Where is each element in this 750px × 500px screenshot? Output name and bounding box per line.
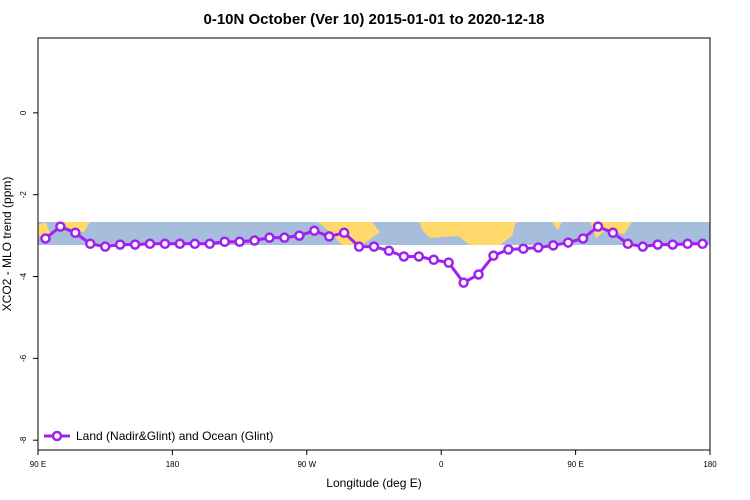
- point: [383, 245, 395, 257]
- y-tick-label: -4: [19, 272, 28, 280]
- point: [204, 238, 215, 250]
- point: [129, 239, 141, 250]
- point: [562, 237, 574, 248]
- point: [85, 238, 96, 250]
- x-tick-label: 90 W: [297, 460, 316, 469]
- point: [622, 238, 634, 250]
- point: [294, 230, 305, 241]
- point: [99, 241, 111, 252]
- x-tick-label: 180: [703, 460, 717, 469]
- x-tick-label: 90 E: [30, 460, 46, 469]
- x-tick-label: 0: [439, 460, 444, 469]
- point: [279, 232, 290, 243]
- y-tick-label: -8: [19, 436, 28, 444]
- point: [114, 239, 126, 250]
- point: [533, 242, 544, 253]
- plot-frame: [37, 37, 711, 451]
- point: [443, 257, 454, 268]
- point: [503, 244, 514, 255]
- point: [234, 236, 245, 247]
- y-tick-label: 0: [19, 110, 28, 115]
- point: [55, 221, 66, 232]
- point: [518, 243, 529, 254]
- point: [458, 277, 469, 288]
- point: [413, 251, 425, 262]
- point: [70, 227, 81, 238]
- y-tick-label: -6: [19, 354, 28, 362]
- point: [189, 238, 201, 250]
- point: [577, 233, 589, 244]
- legend: Land (Nadir&Glint) and Ocean (Glint): [44, 429, 273, 443]
- point: [607, 227, 619, 238]
- point: [40, 233, 51, 244]
- point: [264, 232, 275, 243]
- x-axis-label: Longitude (deg E): [326, 476, 421, 490]
- point: [338, 227, 350, 238]
- y-axis-label: XCO2 - MLO trend (ppm): [0, 177, 14, 312]
- point: [652, 239, 663, 250]
- legend-label: Land (Nadir&Glint) and Ocean (Glint): [76, 429, 273, 443]
- chart-title: 0-10N October (Ver 10) 2015-01-01 to 202…: [203, 11, 544, 28]
- point: [592, 221, 604, 232]
- point: [473, 269, 484, 280]
- x-tick-label: 180: [166, 460, 180, 469]
- point: [637, 241, 649, 252]
- legend-marker: [51, 430, 63, 442]
- point: [488, 250, 499, 261]
- point: [547, 240, 559, 251]
- point: [249, 235, 260, 246]
- point: [398, 251, 410, 262]
- point: [368, 241, 380, 252]
- point: [682, 238, 693, 250]
- point: [323, 231, 335, 242]
- point: [667, 239, 678, 250]
- x-tick-label: 90 E: [567, 460, 583, 469]
- point: [353, 241, 365, 252]
- point: [309, 225, 320, 236]
- point: [144, 238, 156, 250]
- point: [219, 236, 230, 247]
- point: [697, 238, 708, 250]
- y-tick-label: -2: [19, 191, 28, 199]
- point: [159, 238, 171, 250]
- point: [174, 238, 186, 250]
- point: [428, 254, 439, 266]
